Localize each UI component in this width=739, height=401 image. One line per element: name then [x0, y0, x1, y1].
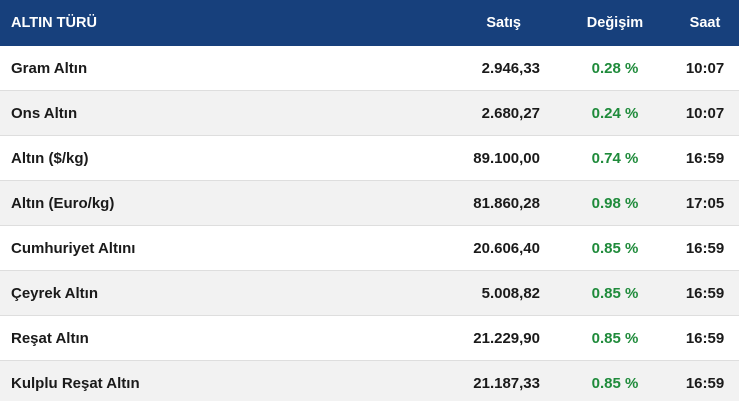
- price-cell: 21.187,33: [473, 374, 540, 392]
- header-row: ALTIN TÜRÜ Satış Değişim Saat: [0, 0, 739, 46]
- price-cell: 5.008,82: [481, 284, 540, 302]
- change-cell: 0.85 %: [591, 239, 639, 257]
- time-cell: 16:59: [685, 239, 725, 257]
- price-cell: 2.680,27: [481, 104, 540, 122]
- name-cell: Reşat Altın: [11, 329, 89, 347]
- name-cell: Ons Altın: [11, 104, 78, 122]
- table-row: Kulplu Reşat Altın 21.187,33 0.85 % 16:59: [0, 361, 739, 401]
- header-cell: Satış: [486, 15, 521, 31]
- table-row: Cumhuriyet Altını 20.606,40 0.85 % 16:59: [0, 226, 739, 271]
- time-cell: 10:07: [685, 104, 725, 122]
- change-cell: 0.24 %: [591, 104, 639, 122]
- price-cell: 21.229,90: [473, 329, 540, 347]
- change-cell: 0.74 %: [591, 149, 639, 167]
- time-cell: 10:07: [685, 59, 725, 77]
- name-cell: Çeyrek Altın: [11, 284, 98, 302]
- change-cell: 0.85 %: [591, 284, 639, 302]
- name-cell: Altın ($/kg): [11, 149, 89, 167]
- time-cell: 16:59: [685, 149, 725, 167]
- time-cell: 17:05: [685, 194, 725, 212]
- price-cell: 81.860,28: [473, 194, 540, 212]
- header-cell: Saat: [689, 15, 721, 31]
- name-cell: Gram Altın: [11, 59, 88, 77]
- price-cell: 20.606,40: [473, 239, 540, 257]
- change-cell: 0.28 %: [591, 59, 639, 77]
- change-cell: 0.98 %: [591, 194, 639, 212]
- table-row: Altın ($/kg) 89.100,00 0.74 % 16:59: [0, 136, 739, 181]
- name-cell: Altın (Euro/kg): [11, 194, 115, 212]
- change-cell: 0.85 %: [591, 329, 639, 347]
- table-row: Çeyrek Altın 5.008,82 0.85 % 16:59: [0, 271, 739, 316]
- name-cell: Cumhuriyet Altını: [11, 239, 136, 257]
- change-cell: 0.85 %: [591, 374, 639, 392]
- table-row: Altın (Euro/kg) 81.860,28 0.98 % 17:05: [0, 181, 739, 226]
- header-cell: Değişim: [586, 15, 644, 31]
- time-cell: 16:59: [685, 284, 725, 302]
- table-row: Ons Altın 2.680,27 0.24 % 10:07: [0, 91, 739, 136]
- table-row: Reşat Altın 21.229,90 0.85 % 16:59: [0, 316, 739, 361]
- time-cell: 16:59: [685, 329, 725, 347]
- price-cell: 89.100,00: [473, 149, 540, 167]
- price-cell: 2.946,33: [481, 59, 540, 77]
- name-cell: Kulplu Reşat Altın: [11, 374, 140, 392]
- header-cell: ALTIN TÜRÜ: [11, 15, 97, 31]
- time-cell: 16:59: [685, 374, 725, 392]
- table-row: Gram Altın 2.946,33 0.28 % 10:07: [0, 46, 739, 91]
